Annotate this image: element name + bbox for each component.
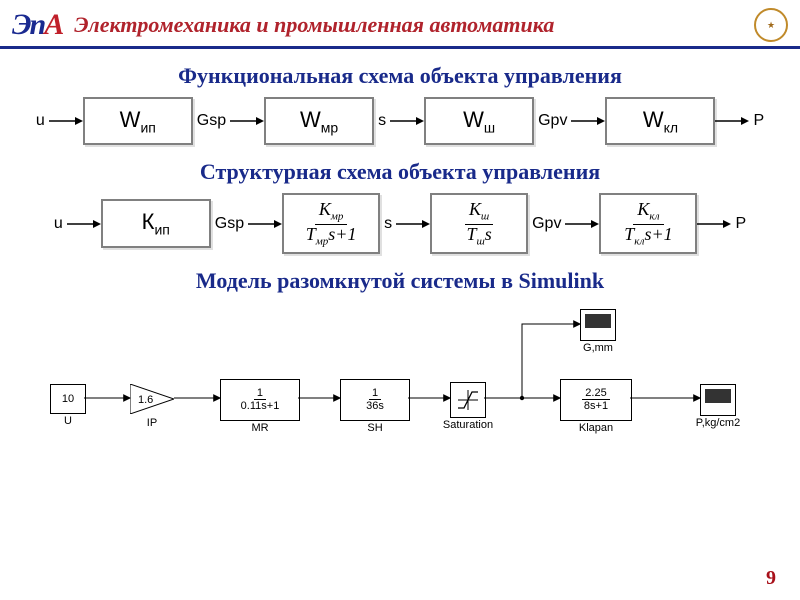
signal-label: P bbox=[749, 112, 768, 130]
arrow-icon bbox=[571, 115, 605, 127]
signal-label: Gpv bbox=[528, 215, 565, 233]
block: КмрТмрs+1 bbox=[282, 193, 380, 253]
arrow-icon bbox=[248, 218, 282, 230]
signal-label: s bbox=[380, 215, 396, 233]
section-title-structural: Структурная схема объекта управления bbox=[0, 159, 800, 185]
block: Wкл bbox=[605, 97, 715, 145]
signal-label: P bbox=[731, 215, 750, 233]
signal-label: u bbox=[50, 215, 67, 233]
seal-icon: ★ bbox=[754, 8, 788, 42]
block: Кип bbox=[101, 199, 211, 247]
arrow-icon bbox=[230, 115, 264, 127]
logo-letter-mid: п bbox=[30, 8, 45, 41]
structural-diagram: u КипGsp КмрТмрs+1s КшТшsGpv КклТклs+1 P bbox=[0, 193, 800, 253]
header: ЭпА Электромеханика и промышленная автом… bbox=[0, 0, 800, 49]
arrow-icon bbox=[715, 115, 749, 127]
signal-label: Gsp bbox=[211, 215, 248, 233]
signal-label: Gpv bbox=[534, 112, 571, 130]
section-title-simulink: Модель разомкнутой системы в Simulink bbox=[0, 268, 800, 294]
block: Wмр bbox=[264, 97, 374, 145]
logo: ЭпА bbox=[12, 8, 62, 42]
arrow-icon bbox=[390, 115, 424, 127]
section-title-functional: Функциональная схема объекта управления bbox=[0, 63, 800, 89]
block: КшТшs bbox=[430, 193, 528, 253]
block: КклТклs+1 bbox=[599, 193, 697, 253]
logo-letter-left: Э bbox=[12, 8, 30, 42]
block: Wип bbox=[83, 97, 193, 145]
arrow-icon bbox=[49, 115, 83, 127]
arrow-icon bbox=[396, 218, 430, 230]
signal-label: Gsp bbox=[193, 112, 230, 130]
functional-diagram: u WипGsp Wмрs WшGpv Wкл P bbox=[0, 97, 800, 145]
logo-letter-right: А bbox=[44, 8, 62, 42]
arrow-icon bbox=[67, 218, 101, 230]
signal-label: u bbox=[32, 112, 49, 130]
block: Wш bbox=[424, 97, 534, 145]
arrow-icon bbox=[697, 218, 731, 230]
signal-label: s bbox=[374, 112, 390, 130]
page-number: 9 bbox=[766, 567, 776, 590]
simulink-diagram: 10U1.6IP10.11s+1MR136sSHSaturation2.258s… bbox=[20, 304, 780, 454]
arrow-icon bbox=[565, 218, 599, 230]
header-title: Электромеханика и промышленная автоматик… bbox=[74, 12, 754, 38]
